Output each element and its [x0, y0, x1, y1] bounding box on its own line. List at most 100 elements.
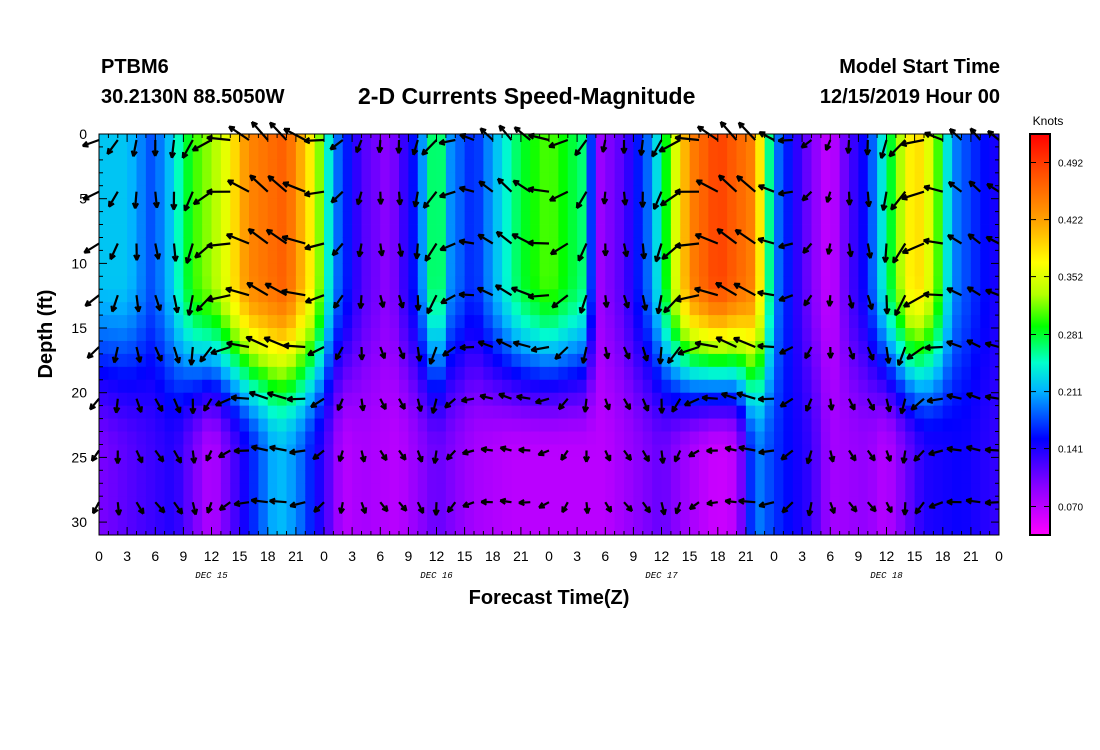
heatmap-cell: [699, 405, 709, 419]
heatmap-cell: [680, 276, 691, 290]
heatmap-cell: [924, 328, 934, 342]
heatmap-cell: [511, 198, 522, 213]
heatmap-cell: [905, 276, 916, 290]
heatmap-cell: [830, 418, 841, 432]
heatmap-cell: [389, 457, 400, 471]
heatmap-cell: [642, 457, 653, 471]
heatmap-cell: [417, 418, 428, 432]
heatmap-cell: [502, 340, 512, 355]
heatmap-cell: [849, 405, 859, 419]
current-arrow: [206, 501, 213, 514]
heatmap-cell: [680, 198, 691, 213]
heatmap-cell: [989, 211, 1000, 225]
heatmap-cell: [708, 276, 719, 290]
heatmap-cell: [633, 289, 644, 303]
heatmap-cell: [595, 470, 606, 484]
heatmap-cell: [886, 250, 897, 264]
heatmap-cell: [942, 211, 953, 225]
heatmap-cell: [164, 328, 175, 342]
current-arrow: [577, 243, 588, 262]
heatmap-cell: [342, 431, 353, 445]
heatmap-cell: [520, 366, 531, 381]
heatmap-cell: [970, 328, 981, 342]
current-arrow: [864, 191, 873, 208]
heatmap-cell: [849, 444, 859, 458]
current-arrow: [674, 294, 700, 303]
heatmap-cell: [108, 315, 119, 329]
heatmap-cell: [267, 431, 278, 445]
heatmap-cell: [708, 366, 719, 381]
heatmap-cell: [858, 263, 869, 277]
heatmap-cell: [849, 211, 859, 225]
heatmap-cell: [877, 496, 887, 510]
heatmap-cell: [436, 470, 447, 484]
heatmap-cell: [811, 289, 822, 303]
heatmap-cell: [464, 431, 475, 445]
heatmap-cell: [586, 444, 597, 458]
heatmap-cell: [530, 198, 541, 213]
current-arrow: [109, 243, 119, 261]
heatmap-cell: [895, 392, 906, 407]
current-arrow: [806, 501, 814, 517]
heatmap-cell: [511, 405, 522, 419]
heatmap-cell: [127, 250, 137, 264]
heatmap-cell: [370, 315, 381, 329]
heatmap-cell: [624, 198, 634, 213]
heatmap-cell: [220, 444, 231, 458]
heatmap-cell: [811, 340, 822, 355]
heatmap-cell: [905, 198, 916, 213]
heatmap-cell: [380, 276, 391, 290]
heatmap-cell: [849, 185, 859, 200]
heatmap-cell: [333, 405, 344, 419]
current-arrow: [283, 342, 306, 350]
heatmap-cell: [905, 509, 916, 523]
heatmap-cell: [174, 289, 184, 303]
heatmap-cell: [502, 457, 512, 471]
current-arrow: [757, 342, 775, 350]
heatmap-cell: [736, 483, 747, 497]
heatmap-cell: [680, 353, 691, 368]
heatmap-cell: [295, 172, 306, 187]
heatmap-cell: [961, 302, 972, 316]
heatmap-cell: [202, 379, 212, 394]
current-arrow: [225, 286, 250, 297]
heatmap-cell: [633, 211, 644, 225]
heatmap-cell: [605, 328, 616, 342]
current-arrow: [892, 242, 907, 264]
heatmap-cell: [961, 159, 972, 174]
heatmap-cell: [380, 353, 391, 368]
heatmap-cell: [220, 509, 231, 523]
heatmap-cell: [774, 444, 784, 458]
heatmap-cell: [680, 224, 691, 238]
heatmap-cell: [295, 315, 306, 329]
heatmap-cell: [642, 250, 653, 264]
current-arrow: [458, 238, 475, 246]
heatmap-cell: [455, 250, 466, 264]
heatmap-cell: [117, 379, 128, 394]
current-arrow: [430, 398, 438, 415]
heatmap-cell: [380, 289, 391, 303]
heatmap-cell: [492, 431, 503, 445]
heatmap-cell: [427, 276, 437, 290]
heatmap-cell: [230, 470, 241, 484]
current-arrow: [885, 450, 893, 462]
current-arrow: [205, 450, 213, 462]
heatmap-cell: [811, 159, 822, 174]
heatmap-cell: [605, 289, 616, 303]
heatmap-cell: [249, 392, 259, 407]
heatmap-cell: [352, 315, 362, 329]
heatmap-cell: [774, 431, 784, 445]
heatmap-cell: [736, 302, 747, 316]
heatmap-cell: [820, 431, 831, 445]
heatmap-cell: [961, 418, 972, 432]
heatmap-cell: [980, 172, 991, 187]
heatmap-cell: [155, 340, 166, 355]
heatmap-cell: [764, 276, 775, 290]
heatmap-cell: [436, 302, 447, 316]
heatmap-cell: [277, 302, 287, 316]
heatmap-cell: [586, 172, 597, 187]
heatmap-cell: [202, 444, 212, 458]
heatmap-cell: [108, 418, 119, 432]
heatmap-cell: [155, 134, 166, 148]
heatmap-cell: [277, 457, 287, 471]
